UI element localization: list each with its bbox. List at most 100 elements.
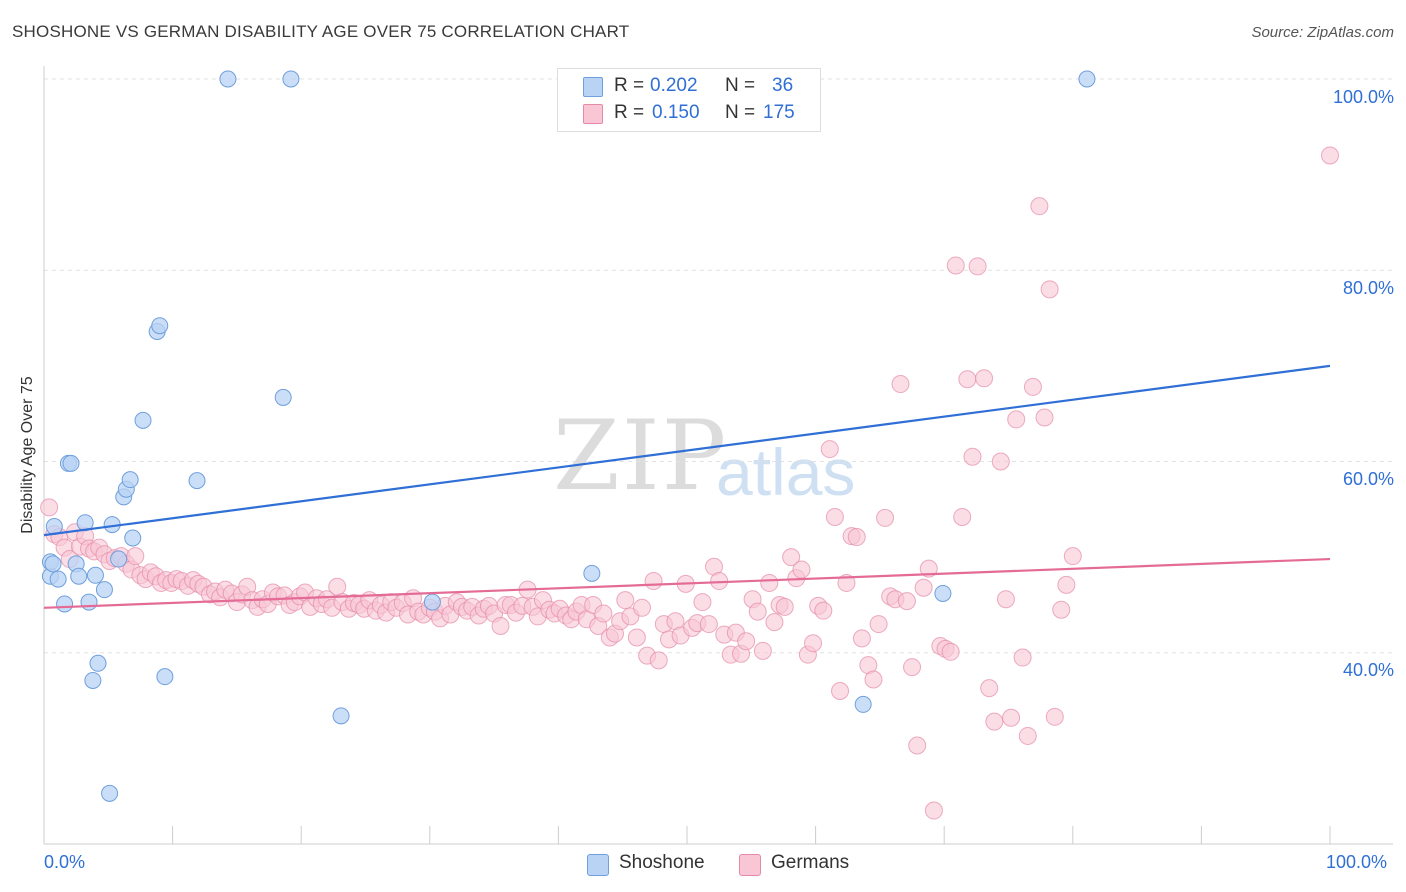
shoshone-n-value: 36 — [772, 75, 794, 96]
germans-point — [996, 590, 1015, 609]
germans-point — [975, 369, 994, 388]
shoshone-point — [80, 593, 98, 611]
germans-point — [891, 375, 910, 394]
germans-trend-line — [43, 557, 1331, 609]
legend: R = 0.202 N = 36 R = 0.150 N = 175 — [557, 68, 821, 132]
germans-point — [953, 507, 972, 526]
shoshone-r-value: 0.202 — [650, 75, 698, 96]
germans-point — [1057, 575, 1076, 594]
germans-point — [869, 615, 888, 634]
shoshone-legend-label: Shoshone — [619, 852, 705, 873]
germans-point — [126, 547, 145, 566]
shoshone-point — [121, 471, 139, 489]
germans-point — [924, 801, 943, 820]
germans-point — [876, 508, 895, 527]
r-label: R = — [614, 102, 645, 123]
germans-n-value: 175 — [763, 102, 795, 123]
shoshone-point — [49, 570, 67, 588]
shoshone-point — [86, 566, 104, 584]
germans-point — [40, 498, 59, 517]
germans-point — [897, 592, 916, 611]
shoshone-point — [95, 581, 113, 599]
shoshone-point — [110, 550, 128, 568]
germans-point — [627, 628, 646, 647]
germans-point — [919, 559, 938, 578]
germans-point — [748, 602, 767, 621]
germans-point — [616, 591, 635, 610]
germans-point — [804, 634, 823, 653]
y-tick-label-80: 80.0% — [1342, 278, 1394, 298]
germans-point — [864, 670, 883, 689]
germans-point — [1013, 648, 1032, 667]
germans-point — [792, 560, 811, 579]
shoshone-point — [70, 567, 88, 585]
germans-point — [908, 736, 927, 755]
x-tick-label-100: 100.0% — [1326, 852, 1388, 872]
shoshone-point — [89, 654, 107, 672]
shoshone-point — [583, 564, 601, 582]
shoshone-swatch — [583, 77, 603, 97]
shoshone-point — [934, 584, 952, 602]
germans-point — [693, 593, 712, 612]
germans-swatch — [739, 854, 761, 876]
germans-point — [1002, 708, 1021, 727]
chart-title: SHOSHONE VS GERMAN DISABILITY AGE OVER 7… — [12, 22, 630, 41]
germans-point — [1007, 410, 1026, 429]
germans-point — [765, 613, 784, 632]
shoshone-point — [332, 707, 350, 725]
y-tick-label-40: 40.0% — [1342, 660, 1394, 680]
germans-point — [1030, 197, 1049, 216]
germans-point — [963, 447, 982, 466]
germans-point — [914, 578, 933, 597]
germans-point — [775, 597, 794, 616]
shoshone-point — [84, 671, 102, 689]
germans-point — [941, 642, 960, 661]
germans-point — [837, 573, 856, 592]
germans-point — [1045, 707, 1064, 726]
shoshone-point — [56, 595, 74, 613]
shoshone-point — [188, 472, 206, 490]
germans-points — [40, 146, 1339, 820]
shoshone-point — [44, 555, 62, 573]
germans-point — [903, 658, 922, 677]
y-tick-label-60: 60.0% — [1342, 469, 1394, 489]
germans-point — [649, 651, 668, 670]
germans-point — [1040, 280, 1059, 299]
germans-point — [831, 682, 850, 700]
germans-point — [985, 712, 1004, 731]
germans-point — [328, 577, 347, 596]
germans-point — [699, 615, 718, 634]
germans-point — [491, 616, 510, 635]
germans-point — [760, 573, 779, 592]
germans-point — [814, 601, 833, 620]
trend-lines — [43, 364, 1331, 609]
axes — [43, 66, 1393, 845]
germans-point — [958, 370, 977, 389]
shoshone-point — [282, 70, 300, 88]
germans-point — [1063, 547, 1082, 566]
shoshone-point — [156, 668, 174, 686]
germans-point — [594, 604, 613, 623]
germans-point — [1052, 600, 1071, 619]
x-tick-label-0: 0.0% — [44, 852, 86, 872]
shoshone-point — [151, 317, 169, 335]
germans-point — [737, 632, 756, 651]
germans-point — [1023, 377, 1042, 396]
germans-point — [946, 256, 965, 275]
shoshone-point — [423, 593, 441, 611]
germans-legend-label: Germans — [771, 852, 850, 873]
n-label: N = — [725, 75, 756, 96]
germans-point — [980, 679, 999, 698]
germans-point — [825, 507, 844, 526]
germans-point — [820, 440, 839, 459]
shoshone-swatch — [587, 854, 609, 876]
germans-point — [847, 528, 866, 547]
shoshone-point — [219, 70, 237, 88]
shoshone-point — [101, 784, 119, 802]
shoshone-point — [854, 695, 872, 713]
germans-point — [644, 572, 663, 591]
germans-point — [753, 641, 772, 660]
germans-point — [852, 629, 871, 648]
germans-point — [1321, 146, 1339, 165]
